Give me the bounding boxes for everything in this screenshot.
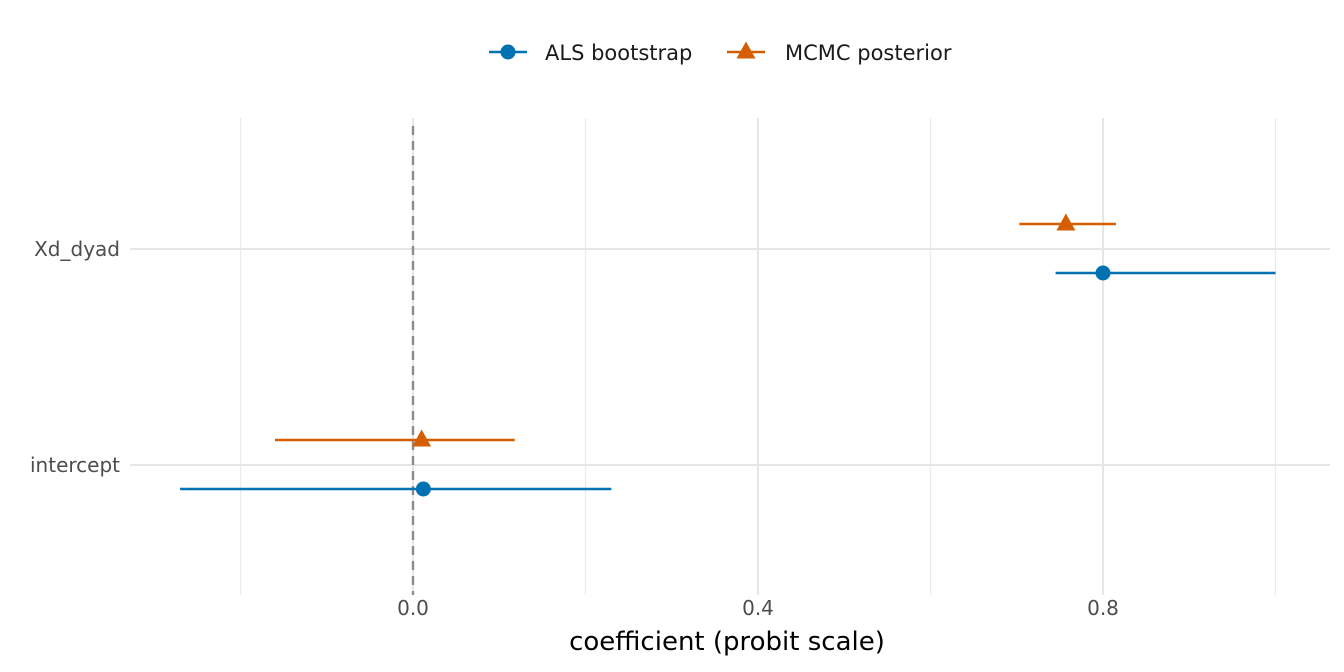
x-tick-label: 0.8 <box>1087 596 1119 620</box>
gridlines <box>130 118 1330 595</box>
point-estimate-triangle <box>1056 213 1076 231</box>
x-tick-label: 0.0 <box>397 596 429 620</box>
legend-item: ALS bootstrap <box>489 41 692 65</box>
y-axis: Xd_dyad intercept <box>30 237 120 477</box>
y-tick-label: Xd_dyad <box>34 237 120 261</box>
point-estimate-triangle <box>412 429 432 447</box>
point-estimate-circle <box>1095 265 1111 281</box>
legend-item: MCMC posterior <box>727 41 952 65</box>
x-axis-title: coefficient (probit scale) <box>569 627 885 657</box>
x-axis: 0.0 0.4 0.8 <box>397 596 1119 620</box>
data-marks <box>180 213 1276 497</box>
legend-label: MCMC posterior <box>785 41 952 65</box>
legend-key-triangle <box>736 41 756 59</box>
x-tick-label: 0.4 <box>742 596 774 620</box>
legend-label: ALS bootstrap <box>545 41 692 65</box>
legend-key-circle <box>500 44 516 60</box>
legend: ALS bootstrap MCMC posterior <box>489 41 952 65</box>
y-tick-label: intercept <box>30 453 120 477</box>
point-estimate-circle <box>415 481 431 497</box>
